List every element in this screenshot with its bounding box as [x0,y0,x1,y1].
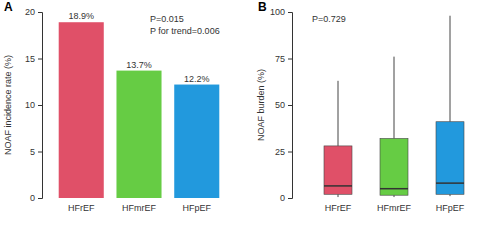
plot-area [59,22,220,198]
upper-whisker [394,57,395,139]
box [380,138,408,195]
x-tick-label: HFrEF [325,203,352,213]
data-label: 13.7% [126,60,152,70]
x-tick: HFrEF [325,203,352,213]
figure: 0 5 10 15 20 HFrEF HFmrEF HFpEF NOAF incidence r… [0,0,500,226]
box [436,122,464,195]
median [380,188,408,190]
x-tick: HFrEF [68,203,95,213]
x-tick-label: HFpEF [183,203,212,213]
y-tick-mark [38,59,42,60]
y-tick: 0 [30,193,42,203]
y-axis-line [38,13,43,199]
panel: 0 25 50 75 100 HFrEF HFmrEF HFpEF NOAF burden (%… [256,0,465,213]
y-tick-mark [38,152,42,153]
y-axis: 0 25 50 75 100 [270,7,293,203]
panel: 0 5 10 15 20 HFrEF HFmrEF HFpEF NOAF incidence r… [3,0,220,213]
y-axis-title: NOAF burden (%) [256,69,266,141]
x-axis: HFrEF HFmrEF HFpEF [325,203,465,213]
bar [174,85,219,198]
data-label: 12.2% [184,74,210,84]
x-tick-label: HFmrEF [122,203,156,213]
x-tick-label: HFpEF [436,203,465,213]
y-tick-label: 100 [270,7,285,17]
y-tick-mark [288,152,292,153]
y-tick-mark [38,12,42,13]
y-axis: 0 5 10 15 20 [25,7,43,203]
panel-label: A [4,0,13,14]
y-tick-mark [288,105,292,106]
x-tick: HFmrEF [377,203,411,213]
y-tick: 5 [30,147,42,157]
y-tick-mark [38,105,42,106]
x-tick: HFpEF [436,203,465,213]
annotation: P for trend=0.006 [150,26,220,36]
y-tick-label: 25 [275,147,285,157]
y-tick-label: 10 [25,100,35,110]
y-axis-title: NOAF incidence rate (%) [3,55,13,155]
y-tick-mark [38,198,42,199]
y-tick: 25 [275,147,292,157]
x-tick-label: HFrEF [68,203,95,213]
y-tick: 15 [25,54,42,64]
y-tick-label: 5 [30,147,35,157]
x-tick-label: HFmrEF [377,203,411,213]
y-tick: 100 [270,7,292,17]
y-tick: 10 [25,100,42,110]
upper-whisker [338,81,339,146]
y-tick-label: 50 [275,100,285,110]
bar [59,22,104,198]
plot-area [324,16,464,197]
annotation: P=0.729 [312,14,346,24]
y-tick-mark [288,59,292,60]
y-tick: 20 [25,7,42,17]
y-tick-mark [288,198,292,199]
y-tick-label: 0 [280,193,285,203]
y-tick-label: 0 [30,193,35,203]
y-tick: 50 [275,100,292,110]
y-tick-label: 15 [25,54,35,64]
data-label: 18.9% [68,11,94,21]
y-tick: 75 [275,54,292,64]
upper-whisker [450,16,451,122]
y-tick-label: 75 [275,54,285,64]
x-tick: HFpEF [183,203,212,213]
y-axis-line [288,13,293,199]
annotation: P=0.015 [150,14,184,24]
bar [116,71,161,198]
y-tick: 0 [280,193,292,203]
median [324,185,352,187]
x-tick: HFmrEF [122,203,156,213]
y-tick-label: 20 [25,7,35,17]
x-axis: HFrEF HFmrEF HFpEF [68,203,212,213]
box [324,146,352,194]
lower-whisker [338,194,339,197]
y-tick-mark [288,12,292,13]
panel-label: B [258,0,267,14]
median [436,182,464,184]
